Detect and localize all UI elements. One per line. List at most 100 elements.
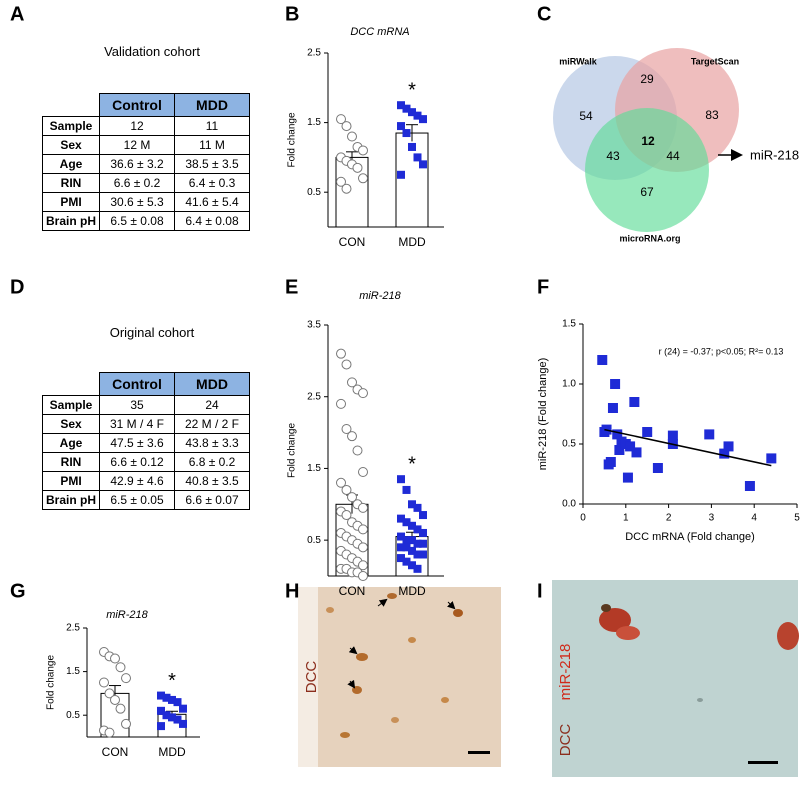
- panel-letter: E: [285, 276, 298, 298]
- panel-letter: H: [285, 580, 299, 602]
- data-point: [104, 688, 115, 699]
- annotation: r (24) = -0.37; p<0.05; R²= 0.13: [659, 346, 784, 356]
- table-row: Sex 12 M 11 M: [42, 135, 250, 155]
- trend-line: [604, 428, 772, 467]
- set-label: miRWalk: [559, 56, 598, 66]
- data-point: [413, 539, 422, 548]
- data-point: [157, 722, 165, 731]
- data-point: [408, 500, 416, 509]
- data-point: [168, 713, 176, 722]
- table-cell: 6.6 ± 0.2: [99, 173, 175, 193]
- x-tick-label: 1: [623, 513, 629, 524]
- data-point: [358, 571, 368, 581]
- row-label: Brain pH: [42, 490, 100, 510]
- data-point: [341, 510, 352, 521]
- image: [552, 580, 798, 777]
- cell: [599, 608, 631, 632]
- scale-bar: [468, 751, 490, 754]
- data-point: [341, 423, 352, 434]
- data-point: [341, 484, 352, 495]
- header-row: Control MDD: [42, 93, 250, 117]
- data-point: [408, 546, 416, 555]
- stain-label: DCC: [303, 661, 320, 694]
- data-point: [413, 564, 422, 573]
- data-point: [413, 525, 422, 534]
- panel-letter: G: [10, 580, 26, 602]
- venn-count: 44: [666, 149, 680, 163]
- data-point: [341, 121, 352, 132]
- header-cell: Control: [99, 372, 175, 396]
- data-point: [110, 694, 120, 705]
- data-point: [612, 429, 623, 440]
- data-point: [408, 108, 416, 117]
- data-point: [397, 514, 405, 523]
- data-point: [336, 398, 346, 409]
- data-point: [358, 542, 368, 553]
- data-point: [162, 693, 171, 702]
- table-cell: 6.8 ± 0.2: [174, 452, 250, 472]
- micrograph-i: DCC miR-218: [552, 580, 799, 777]
- data-point: [173, 698, 182, 707]
- data-point: [352, 445, 363, 456]
- data-point: [667, 430, 678, 441]
- y-tick-label: 1.5: [66, 666, 80, 677]
- data-point: [397, 543, 405, 552]
- chart-title: miR-218: [359, 290, 401, 302]
- table-cell: 35: [99, 395, 175, 415]
- data-point: [402, 485, 411, 494]
- data-point: [413, 503, 422, 512]
- data-point: [358, 145, 368, 156]
- venn-count: 29: [640, 72, 654, 86]
- data-point: [336, 114, 346, 125]
- row-label: PMI: [42, 192, 100, 212]
- data-point: [408, 142, 416, 151]
- data-point: [157, 691, 165, 700]
- annotation: *: [408, 453, 416, 475]
- target-label: miR-218: [750, 147, 799, 162]
- data-point: [358, 173, 368, 184]
- annotation: *: [408, 79, 416, 101]
- table-cell: 36.6 ± 3.2: [99, 154, 175, 174]
- cell: [453, 609, 463, 617]
- micrograph-h: DCC: [298, 587, 501, 767]
- data-point: [110, 653, 120, 664]
- venn-count: 54: [579, 109, 593, 123]
- scatter-chart: 0 1 2 3 4 5 0.0 0.5 1.0 1.5 DCC mRNA (Fold change)…: [537, 319, 800, 543]
- cell: [356, 653, 368, 661]
- data-point: [642, 427, 653, 437]
- data-table: Control MDD Sample 35 24 Sex 31 M / 4 F 22 M / …: [42, 372, 250, 510]
- data-point: [397, 170, 405, 179]
- y-tick-label: 0.5: [307, 535, 321, 546]
- y-tick-label: 1.5: [307, 117, 321, 128]
- set-label: TargetScan: [691, 56, 739, 66]
- bar-chart: 0.5 1.5 2.5 miR-218 Fold change CON MDD *: [46, 609, 200, 759]
- data-point: [336, 348, 346, 359]
- table-cell: 43.8 ± 3.3: [174, 433, 250, 453]
- y-tick-label: 1.5: [307, 463, 321, 474]
- bar-chart: 0.5 1.5 2.5 DCC mRNA Fold change CON MDD *: [287, 26, 444, 249]
- y-tick-label: 0.0: [562, 499, 576, 510]
- chart-title: DCC mRNA: [350, 26, 409, 38]
- x-tick-label: MDD: [398, 584, 426, 598]
- x-axis-label: DCC mRNA (Fold change): [625, 531, 755, 543]
- x-tick-label: CON: [339, 235, 366, 249]
- data-point: [358, 560, 368, 571]
- data-point: [341, 183, 352, 194]
- table-cell: 22 M / 2 F: [174, 414, 250, 434]
- stain-label: DCC: [557, 724, 574, 757]
- blank-cell: [42, 93, 100, 117]
- data-point: [408, 521, 416, 530]
- data-point: [402, 104, 411, 113]
- panel-letter: F: [537, 276, 549, 298]
- data-point: [413, 153, 422, 162]
- y-tick-label: 1.0: [562, 379, 576, 390]
- data-point: [419, 539, 427, 548]
- data-point: [402, 129, 411, 138]
- data-point: [419, 160, 427, 169]
- venn-count: 43: [606, 149, 620, 163]
- y-axis-label: Fold change: [46, 655, 57, 710]
- data-point: [597, 355, 608, 365]
- table-cell: 12 M: [99, 135, 175, 155]
